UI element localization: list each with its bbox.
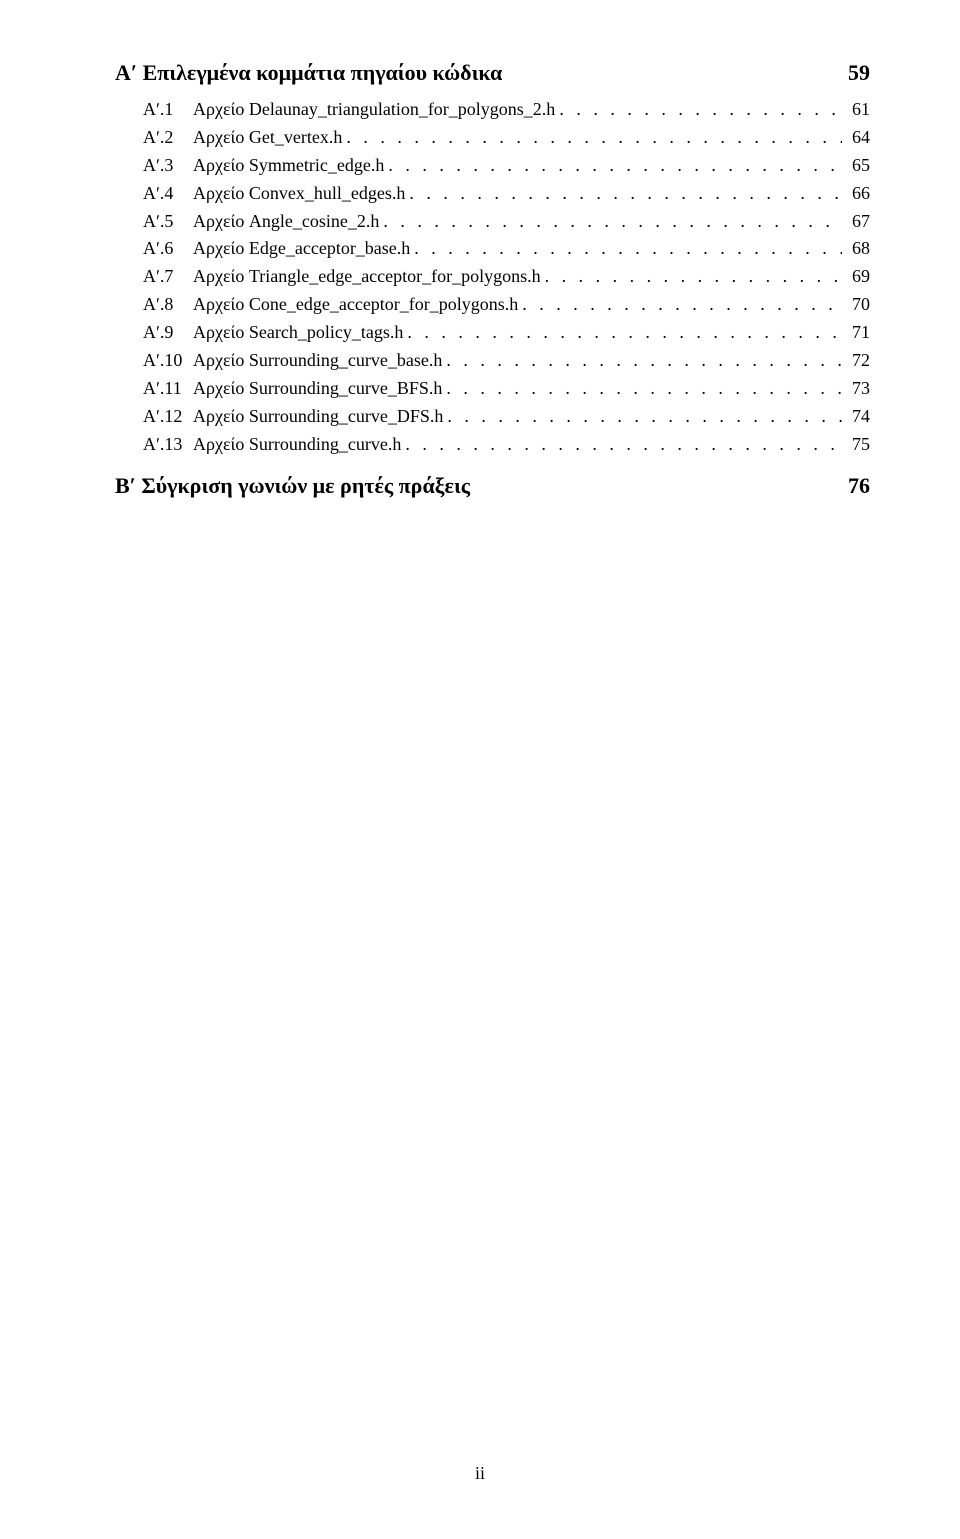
toc-entry-number: Αʹ.3 [115,152,193,180]
toc-entry-number: Αʹ.11 [115,375,193,403]
toc-leader-dots: . . . . . . . . . . . . . . . . . . . . … [379,208,842,236]
section-b-title: Βʹ Σύγκριση γωνιών με ρητές πράξεις [115,473,470,499]
toc-leader-dots: . . . . . . . . . . . . . . . . . . . . … [442,375,842,403]
toc-entry-page: 66 [842,180,870,208]
toc-entry-label: Αρχείο Surrounding_curve.h [193,431,401,459]
toc-entry: Αʹ.4 Αρχείο Convex_hull_edges.h . . . . … [115,180,870,208]
section-b-prefix: Βʹ [115,473,136,498]
toc-page: Αʹ Επιλεγμένα κομμάτια πηγαίου κώδικα 59… [0,0,960,549]
toc-entry: Αʹ.6 Αρχείο Edge_acceptor_base.h . . . .… [115,235,870,263]
toc-entry-number: Αʹ.13 [115,431,193,459]
toc-entry: Αʹ.1 Αρχείο Delaunay_triangulation_for_p… [115,96,870,124]
toc-entry: Αʹ.3 Αρχείο Symmetric_edge.h . . . . . .… [115,152,870,180]
toc-leader-dots: . . . . . . . . . . . . . . . . . . . . … [541,263,842,291]
toc-entry-page: 71 [842,319,870,347]
toc-entry-number: Αʹ.5 [115,208,193,236]
toc-entry-page: 74 [842,403,870,431]
toc-entry-number: Αʹ.8 [115,291,193,319]
toc-leader-dots: . . . . . . . . . . . . . . . . . . . . … [342,124,842,152]
toc-leader-dots: . . . . . . . . . . . . . . . . . . . . … [401,431,842,459]
toc-entry-number: Αʹ.4 [115,180,193,208]
section-b-heading: Βʹ Σύγκριση γωνιών με ρητές πράξεις 76 [115,473,870,499]
section-b-page: 76 [848,473,870,499]
section-b-title-text: Σύγκριση γωνιών με ρητές πράξεις [141,473,470,498]
toc-entry: Αʹ.9 Αρχείο Search_policy_tags.h . . . .… [115,319,870,347]
toc-entry-page: 68 [842,235,870,263]
toc-entry: Αʹ.10 Αρχείο Surrounding_curve_base.h . … [115,347,870,375]
toc-leader-dots: . . . . . . . . . . . . . . . . . . . . … [384,152,842,180]
toc-entry: Αʹ.8 Αρχείο Cone_edge_acceptor_for_polyg… [115,291,870,319]
toc-leader-dots: . . . . . . . . . . . . . . . . . . . . … [410,235,842,263]
toc-entry-label: Αρχείο Search_policy_tags.h [193,319,403,347]
toc-entry-label: Αρχείο Symmetric_edge.h [193,152,384,180]
toc-entry-page: 70 [842,291,870,319]
toc-entry-page: 61 [842,96,870,124]
section-a-page: 59 [848,60,870,86]
toc-entry: Αʹ.11 Αρχείο Surrounding_curve_BFS.h . .… [115,375,870,403]
toc-entry-number: Αʹ.9 [115,319,193,347]
toc-entry-label: Αρχείο Delaunay_triangulation_for_polygo… [193,96,555,124]
toc-leader-dots: . . . . . . . . . . . . . . . . . . . . … [518,291,842,319]
toc-entries: Αʹ.1 Αρχείο Delaunay_triangulation_for_p… [115,96,870,459]
toc-entry-page: 75 [842,431,870,459]
toc-leader-dots: . . . . . . . . . . . . . . . . . . . . … [443,403,842,431]
toc-entry: Αʹ.7 Αρχείο Triangle_edge_acceptor_for_p… [115,263,870,291]
section-a-prefix: Αʹ [115,60,137,85]
toc-leader-dots: . . . . . . . . . . . . . . . . . . . . … [442,347,842,375]
toc-entry-number: Αʹ.7 [115,263,193,291]
toc-entry-page: 65 [842,152,870,180]
toc-entry-label: Αρχείο Triangle_edge_acceptor_for_polygo… [193,263,541,291]
toc-entry-page: 72 [842,347,870,375]
toc-entry-label: Αρχείο Surrounding_curve_BFS.h [193,375,442,403]
toc-entry: Αʹ.12 Αρχείο Surrounding_curve_DFS.h . .… [115,403,870,431]
toc-entry: Αʹ.2 Αρχείο Get_vertex.h . . . . . . . .… [115,124,870,152]
toc-entry-page: 69 [842,263,870,291]
toc-entry: Αʹ.5 Αρχείο Angle_cosine_2.h . . . . . .… [115,208,870,236]
toc-entry-number: Αʹ.12 [115,403,193,431]
toc-entry-number: Αʹ.10 [115,347,193,375]
section-a-heading: Αʹ Επιλεγμένα κομμάτια πηγαίου κώδικα 59 [115,60,870,86]
toc-entry-label: Αρχείο Surrounding_curve_DFS.h [193,403,443,431]
toc-entry-number: Αʹ.1 [115,96,193,124]
toc-entry-page: 64 [842,124,870,152]
section-a-title-text: Επιλεγμένα κομμάτια πηγαίου κώδικα [143,60,503,85]
toc-entry-label: Αρχείο Convex_hull_edges.h [193,180,405,208]
page-number: ii [0,1463,960,1484]
toc-entry-number: Αʹ.2 [115,124,193,152]
toc-leader-dots: . . . . . . . . . . . . . . . . . . . . … [555,96,842,124]
toc-entry-label: Αρχείο Get_vertex.h [193,124,342,152]
toc-entry-label: Αρχείο Cone_edge_acceptor_for_polygons.h [193,291,518,319]
toc-leader-dots: . . . . . . . . . . . . . . . . . . . . … [403,319,842,347]
toc-entry-page: 73 [842,375,870,403]
toc-entry: Αʹ.13 Αρχείο Surrounding_curve.h . . . .… [115,431,870,459]
toc-entry-label: Αρχείο Surrounding_curve_base.h [193,347,442,375]
toc-entry-label: Αρχείο Edge_acceptor_base.h [193,235,410,263]
toc-entry-label: Αρχείο Angle_cosine_2.h [193,208,379,236]
toc-leader-dots: . . . . . . . . . . . . . . . . . . . . … [405,180,842,208]
toc-entry-page: 67 [842,208,870,236]
toc-entry-number: Αʹ.6 [115,235,193,263]
section-a-title: Αʹ Επιλεγμένα κομμάτια πηγαίου κώδικα [115,60,502,86]
